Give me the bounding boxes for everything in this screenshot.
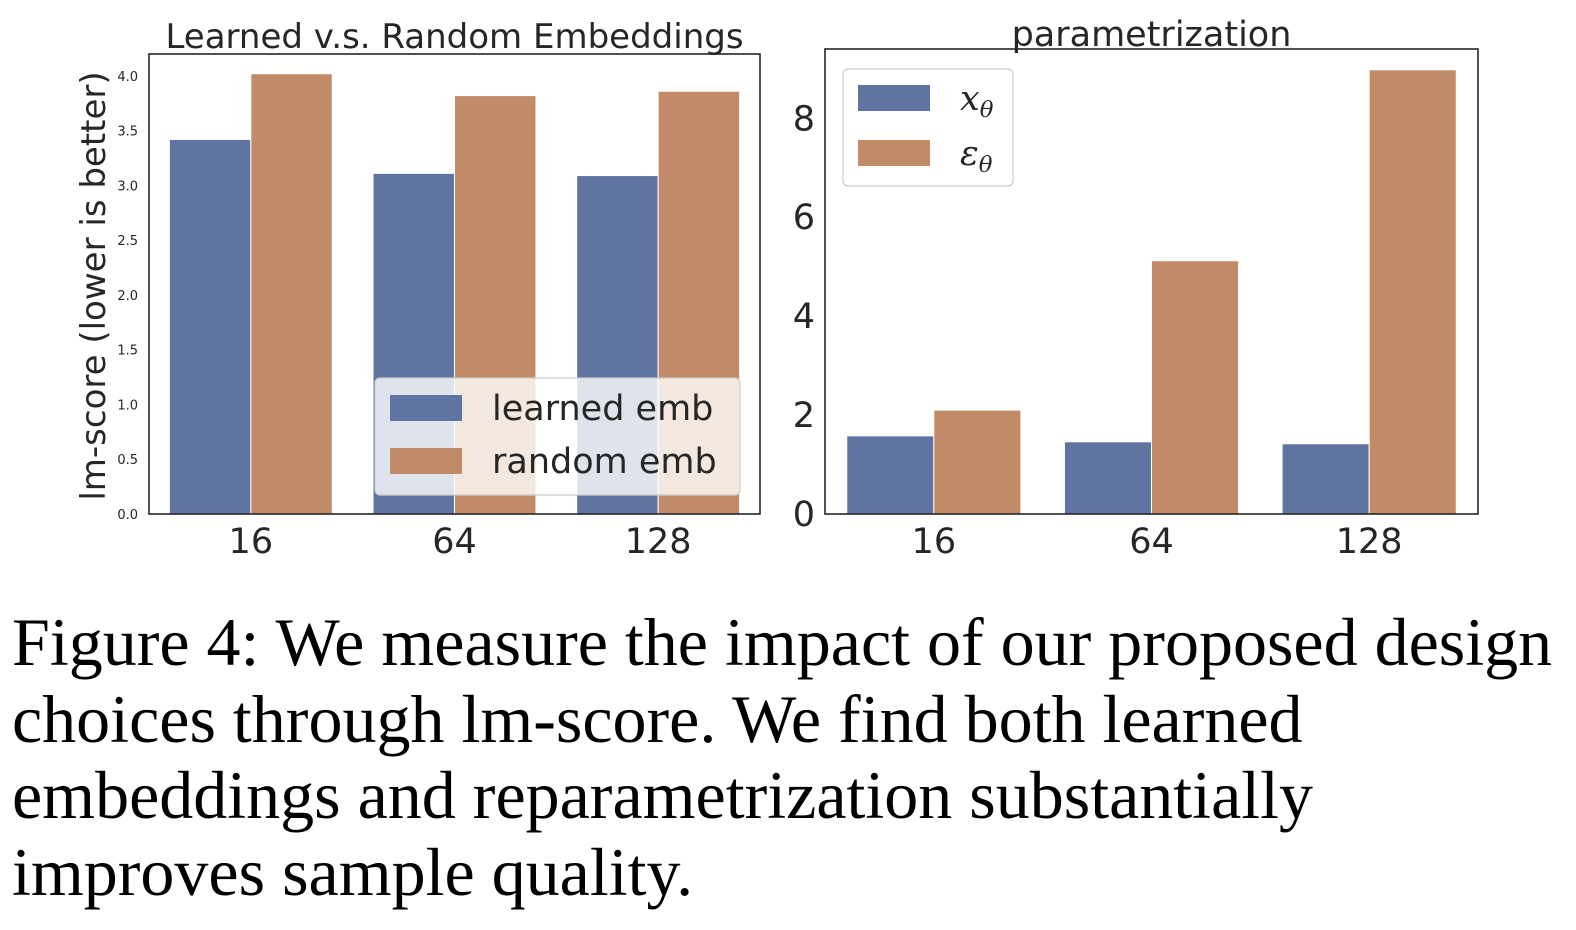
bar	[846, 435, 935, 515]
legend-label: xθ	[960, 79, 994, 123]
bar	[250, 73, 333, 515]
legend-swatch	[858, 85, 930, 111]
bar	[168, 138, 252, 515]
y-tick-label: 3.5	[117, 125, 138, 140]
plot-frame	[148, 53, 761, 515]
legend-swatch	[390, 448, 462, 474]
chart-title: parametrization	[1012, 15, 1292, 55]
x-tick-label: 64	[1129, 522, 1174, 562]
figure: 16 64 128 0.0 0.5 1.0 1.5 2.0 2.5 3.0 3.5 4.0 Learne…	[74, 15, 1479, 562]
y-tick-label: 0	[793, 495, 815, 535]
legend-label: εθ	[960, 134, 993, 178]
bar	[933, 409, 1022, 515]
chart-panel-1: 16 64 128 0.0 0.5 1.0 1.5 2.0 2.5 3.0 3.5 4.0 Learne…	[74, 17, 761, 562]
chart-figure: 16 64 1280.00.51.01.52.02.53.03.54.0Learne…	[74, 15, 1479, 562]
y-tick-label: 6	[793, 198, 815, 238]
y-tick-label: 4	[793, 297, 815, 337]
y-tick-label: 2.5	[117, 234, 138, 249]
y-tick-label: 3.0	[117, 179, 138, 194]
bar	[1151, 260, 1240, 515]
x-tick-label: 16	[912, 522, 957, 562]
x-tick-label: 128	[625, 522, 692, 562]
caption-label: Figure 4:	[12, 604, 260, 680]
bar	[1063, 441, 1153, 515]
chart-title: Learned v.s. Random Embeddings	[165, 17, 743, 57]
legend-label: random emb	[492, 442, 717, 482]
y-tick-label: 2.0	[117, 289, 138, 304]
bar	[1368, 69, 1457, 515]
y-tick-label: 8	[793, 99, 815, 139]
y-tick-label: 0.0	[117, 508, 138, 523]
legend: learned emb random emb	[374, 377, 741, 496]
legend-swatch	[390, 395, 462, 421]
y-axis-label: lm-score (lower is better)	[74, 71, 114, 500]
y-tick-label: 1.0	[117, 398, 138, 413]
x-tick-label: 64	[432, 522, 477, 562]
x-tick-label: 128	[1336, 522, 1403, 562]
y-tick-label: 4.0	[117, 70, 138, 85]
y-tick-label: 1.5	[117, 344, 138, 359]
legend: xθ εθ	[842, 68, 1014, 187]
y-tick-label: 0.5	[117, 453, 138, 468]
y-tick-label: 2	[793, 396, 815, 436]
legend-swatch	[858, 140, 930, 166]
figure-caption: Figure 4: We measure the impact of our pr…	[12, 604, 1562, 910]
plot-frame	[824, 48, 1479, 515]
legend-box	[374, 377, 741, 496]
legend-label: learned emb	[492, 389, 713, 429]
bar	[1281, 443, 1370, 515]
caption-text: We measure the impact of our proposed de…	[12, 604, 1553, 910]
chart-panel-2: 16 64 128 0 2 4 6 8 parametrization xθ εθ	[793, 15, 1479, 562]
x-tick-label: 16	[229, 522, 274, 562]
